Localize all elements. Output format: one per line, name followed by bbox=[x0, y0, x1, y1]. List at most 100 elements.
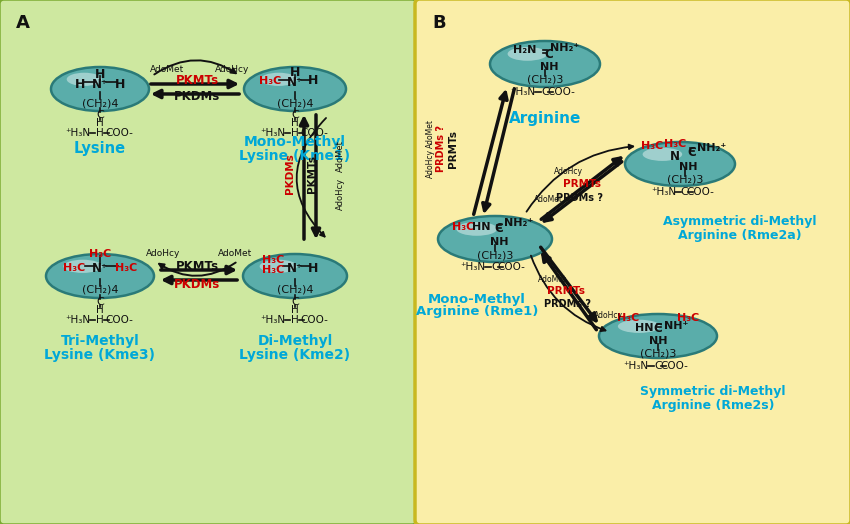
Text: H: H bbox=[96, 305, 104, 315]
Ellipse shape bbox=[456, 222, 497, 236]
Text: AdoMet: AdoMet bbox=[336, 140, 344, 172]
Text: H: H bbox=[291, 305, 299, 315]
Ellipse shape bbox=[244, 67, 346, 111]
Text: A: A bbox=[16, 14, 30, 32]
Ellipse shape bbox=[259, 260, 298, 273]
Ellipse shape bbox=[51, 67, 149, 111]
Text: Mono-Methyl: Mono-Methyl bbox=[244, 135, 346, 149]
Text: C: C bbox=[291, 297, 299, 307]
Text: H: H bbox=[308, 261, 318, 275]
Text: H₃C: H₃C bbox=[115, 263, 137, 273]
Text: COO-: COO- bbox=[105, 128, 133, 138]
Text: H₃C: H₃C bbox=[677, 313, 699, 323]
Text: N⁺: N⁺ bbox=[287, 77, 303, 90]
Text: N⁺: N⁺ bbox=[92, 78, 108, 91]
Text: C: C bbox=[545, 48, 553, 60]
Text: NH⁺: NH⁺ bbox=[664, 321, 688, 331]
Text: (CH₂)4: (CH₂)4 bbox=[82, 285, 118, 295]
Text: Mono-Methyl: Mono-Methyl bbox=[428, 292, 526, 305]
Text: ⁺H₃N: ⁺H₃N bbox=[511, 87, 536, 97]
Text: C: C bbox=[96, 110, 104, 120]
Ellipse shape bbox=[46, 254, 154, 298]
Text: COO-: COO- bbox=[686, 187, 714, 197]
Text: C: C bbox=[495, 223, 503, 235]
Text: AdoHcy: AdoHcy bbox=[336, 178, 344, 210]
Ellipse shape bbox=[243, 254, 347, 298]
Text: ⁺H₃N: ⁺H₃N bbox=[623, 361, 649, 371]
Text: N: N bbox=[670, 149, 680, 162]
Text: PRMTs: PRMTs bbox=[448, 130, 458, 168]
Text: H: H bbox=[96, 315, 104, 325]
Text: H₃C: H₃C bbox=[262, 265, 284, 275]
Ellipse shape bbox=[599, 314, 717, 358]
Text: C: C bbox=[688, 146, 696, 158]
Text: H₃C: H₃C bbox=[63, 263, 85, 273]
Text: ⁺H₃N: ⁺H₃N bbox=[65, 128, 91, 138]
Ellipse shape bbox=[438, 216, 552, 262]
Text: HN: HN bbox=[472, 222, 490, 232]
Text: NH: NH bbox=[490, 237, 508, 247]
Text: B: B bbox=[432, 14, 445, 32]
Text: Tri-Methyl: Tri-Methyl bbox=[60, 334, 139, 348]
Text: PKMTs: PKMTs bbox=[307, 155, 317, 193]
Text: H₃C: H₃C bbox=[664, 139, 686, 149]
Text: H: H bbox=[291, 118, 299, 128]
Ellipse shape bbox=[618, 320, 660, 333]
Text: H: H bbox=[75, 78, 85, 91]
Text: N⁺: N⁺ bbox=[92, 261, 108, 275]
Text: PRMTs: PRMTs bbox=[547, 286, 585, 296]
Text: COO-: COO- bbox=[300, 315, 328, 325]
Text: H₃C: H₃C bbox=[617, 313, 639, 323]
Text: NH: NH bbox=[540, 62, 558, 72]
Text: (CH₂)3: (CH₂)3 bbox=[640, 349, 677, 359]
Text: Lysine (Kme1): Lysine (Kme1) bbox=[240, 149, 350, 163]
Text: AdoHcy: AdoHcy bbox=[593, 311, 622, 321]
Text: C: C bbox=[291, 110, 299, 120]
Text: H₂N: H₂N bbox=[513, 45, 536, 55]
Text: (CH₂)4: (CH₂)4 bbox=[277, 285, 314, 295]
Text: C: C bbox=[541, 87, 549, 97]
Text: COO-: COO- bbox=[660, 361, 688, 371]
Text: ⁺H₃N: ⁺H₃N bbox=[260, 128, 286, 138]
Text: AdoMet: AdoMet bbox=[537, 275, 566, 283]
Text: AdoMet: AdoMet bbox=[218, 249, 252, 258]
Text: Arginine: Arginine bbox=[509, 112, 581, 126]
Ellipse shape bbox=[625, 142, 735, 186]
Text: H₃C: H₃C bbox=[89, 249, 111, 259]
Text: AdoHcy: AdoHcy bbox=[553, 167, 582, 176]
Text: (CH₂)3: (CH₂)3 bbox=[666, 175, 703, 185]
Text: AdoHcy: AdoHcy bbox=[215, 64, 249, 73]
Text: H: H bbox=[308, 74, 318, 88]
Text: PKMTs: PKMTs bbox=[175, 260, 218, 274]
Text: NH: NH bbox=[649, 336, 667, 346]
Ellipse shape bbox=[643, 148, 683, 161]
Text: Arginine (Rme2s): Arginine (Rme2s) bbox=[652, 398, 774, 411]
Text: C: C bbox=[96, 297, 104, 307]
Text: PKMTs: PKMTs bbox=[175, 73, 218, 86]
Text: COO-: COO- bbox=[547, 87, 575, 97]
Text: H: H bbox=[291, 315, 299, 325]
Text: AdoHcy: AdoHcy bbox=[426, 149, 434, 179]
Text: AdoHcy: AdoHcy bbox=[146, 249, 180, 258]
Text: H: H bbox=[95, 68, 105, 81]
Text: ⁺H₃N: ⁺H₃N bbox=[65, 315, 91, 325]
Text: PKDMs: PKDMs bbox=[174, 278, 220, 290]
Text: H: H bbox=[96, 128, 104, 138]
Text: COO-: COO- bbox=[105, 315, 133, 325]
Text: NH₂⁺: NH₂⁺ bbox=[550, 43, 580, 53]
Ellipse shape bbox=[260, 73, 297, 86]
Text: AdoMet: AdoMet bbox=[534, 194, 563, 203]
Text: NH₂⁺: NH₂⁺ bbox=[697, 143, 727, 153]
Text: PKDMs: PKDMs bbox=[285, 154, 295, 194]
Text: PRDMs ?: PRDMs ? bbox=[545, 299, 592, 309]
Text: Lysine (Kme3): Lysine (Kme3) bbox=[44, 348, 156, 362]
Text: PRMTs: PRMTs bbox=[563, 179, 601, 189]
Text: Lysine (Kme2): Lysine (Kme2) bbox=[240, 348, 350, 362]
Text: ⁺H₃N: ⁺H₃N bbox=[651, 187, 677, 197]
Ellipse shape bbox=[66, 73, 102, 86]
Text: C: C bbox=[680, 187, 688, 197]
Text: Lysine: Lysine bbox=[74, 141, 126, 157]
Text: NH: NH bbox=[679, 162, 697, 172]
Text: H: H bbox=[115, 78, 125, 91]
Text: C: C bbox=[654, 361, 662, 371]
